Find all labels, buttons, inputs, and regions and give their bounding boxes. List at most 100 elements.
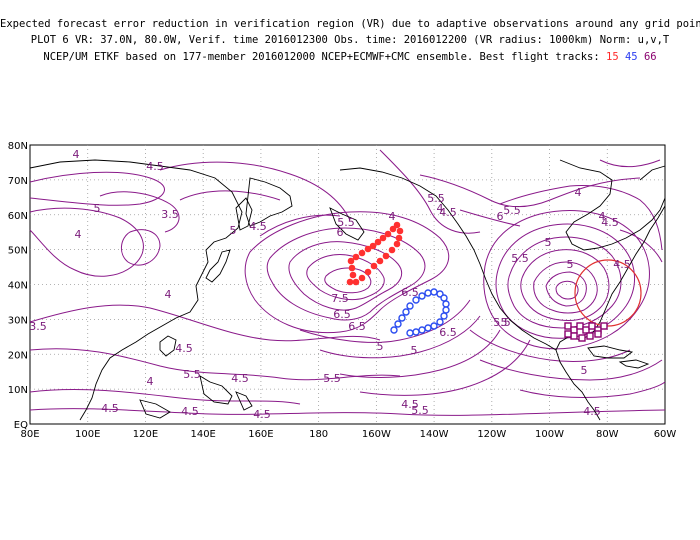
- coastline-north-america: [555, 349, 601, 421]
- contour-label: 4: [389, 210, 396, 223]
- flight-track-point-blue: [440, 294, 448, 302]
- flight-track-point-red: [388, 246, 396, 254]
- lat-tick-label: 20N: [8, 350, 28, 361]
- flight-track-point-purple: [576, 322, 584, 330]
- contour-line: [479, 359, 663, 381]
- contour-line: [499, 185, 663, 251]
- flight-track-point-blue: [412, 296, 420, 304]
- contour-label: 6: [497, 210, 504, 223]
- flight-track-point-red: [364, 268, 372, 276]
- coastline-north-america: [587, 345, 634, 359]
- lon-tick-label: 120E: [133, 429, 158, 440]
- flight-track-point-blue: [390, 326, 398, 334]
- contour-label: 6.5: [348, 320, 366, 333]
- flight-track-point-red: [393, 240, 401, 248]
- contour-label: 5: [411, 344, 418, 357]
- flight-track-point-blue: [430, 288, 438, 296]
- lon-tick-label: 160W: [362, 429, 391, 440]
- contour-line: [29, 408, 666, 416]
- contour-label: 4.5: [249, 220, 267, 233]
- contour-label: 3.5: [29, 320, 47, 333]
- contour-label: 4: [437, 202, 444, 215]
- flight-track-point-red: [376, 257, 384, 265]
- coastline-north-america: [618, 359, 650, 369]
- flight-track-point-blue: [418, 326, 426, 334]
- plot-title-line-3-text: NCEP/UM ETKF based on 177-member 2016012…: [43, 51, 600, 63]
- flight-track-point-red: [348, 264, 356, 272]
- coastline-asia: [235, 391, 253, 411]
- flight-track-point-red: [395, 234, 403, 242]
- lon-tick-label: 120W: [477, 429, 506, 440]
- flight-track-point-red: [389, 225, 397, 233]
- contour-label: 4.5: [101, 402, 119, 415]
- flight-track-point-blue: [436, 318, 444, 326]
- contour-line: [339, 329, 501, 378]
- contour-label: 6.5: [333, 308, 351, 321]
- contour-label: 4: [73, 148, 80, 161]
- contour-line: [459, 209, 521, 227]
- contour-label: 4.5: [439, 206, 457, 219]
- flight-track-point-red: [349, 271, 357, 279]
- contour-label: 5.5: [493, 316, 511, 329]
- lat-tick-label: 60N: [8, 211, 28, 222]
- contour-label: 4: [165, 288, 172, 301]
- coastline-japan: [205, 249, 231, 283]
- contour-line: [29, 348, 401, 381]
- track-label-66: 66: [643, 51, 657, 63]
- contour-label: 5.5: [427, 192, 445, 205]
- contour-label: 5.5: [511, 252, 529, 265]
- coastline-asia: [159, 335, 177, 357]
- flight-track-point-blue: [442, 306, 450, 314]
- flight-track-point-red: [364, 245, 372, 253]
- flight-track-point-blue: [440, 312, 448, 320]
- contour-line: [159, 161, 351, 221]
- flight-track-point-red: [393, 221, 401, 229]
- flight-track-point-red: [369, 242, 377, 250]
- lon-tick-label: 160E: [248, 429, 273, 440]
- contour-line: [29, 171, 165, 206]
- contour-label: 4.5: [146, 160, 164, 173]
- flight-track-point-blue: [406, 302, 414, 310]
- flight-track-point-red: [396, 227, 404, 235]
- contour-line: [483, 210, 650, 350]
- flight-track-point-blue: [424, 289, 432, 297]
- contour-line: [179, 190, 281, 201]
- contour-line: [266, 227, 426, 321]
- contour-line: [359, 339, 531, 396]
- track-label-45: 45: [624, 51, 638, 63]
- contour-line: [520, 249, 610, 321]
- contour-line: [299, 299, 471, 343]
- contour-label: 5: [567, 258, 574, 271]
- flight-track-point-red: [346, 278, 354, 286]
- contour-label: 5: [501, 316, 508, 329]
- contour-label: 5.5: [411, 404, 429, 417]
- plot-title-line-2: PLOT 6 VR: 37.0N, 80.0W, Verif. time 201…: [30, 34, 670, 46]
- contour-line: [121, 229, 161, 266]
- flight-track-point-purple: [600, 322, 608, 330]
- coastline-north-america: [559, 159, 666, 251]
- flight-tracks: [346, 221, 608, 342]
- flight-track-point-blue: [418, 292, 426, 300]
- coastline-asia: [245, 177, 293, 227]
- contour-label: 4.5: [253, 408, 271, 421]
- lon-tick-label: 60W: [654, 429, 677, 440]
- lon-tick-label: 140E: [190, 429, 215, 440]
- contour-label: 5: [230, 224, 237, 237]
- lon-tick-label: 100E: [75, 429, 100, 440]
- contour-label: 5: [581, 364, 588, 377]
- flight-track-point-blue: [398, 314, 406, 322]
- contour-label: 6.5: [401, 286, 419, 299]
- track-label-15: 15: [606, 51, 619, 63]
- contour-label: 6: [337, 226, 344, 239]
- contour-line: [495, 223, 636, 339]
- coastline-asia: [139, 399, 171, 419]
- contour-line: [29, 207, 144, 277]
- lon-tick-label: 80E: [20, 429, 39, 440]
- coastline-asia: [199, 375, 233, 405]
- lat-tick-label: 80N: [8, 141, 28, 152]
- contour-label: 6.5: [439, 326, 457, 339]
- contour-label: 5.5: [503, 204, 521, 217]
- contour-line: [507, 236, 622, 329]
- plot-title-line-1: Expected forecast error reduction in ver…: [0, 18, 700, 30]
